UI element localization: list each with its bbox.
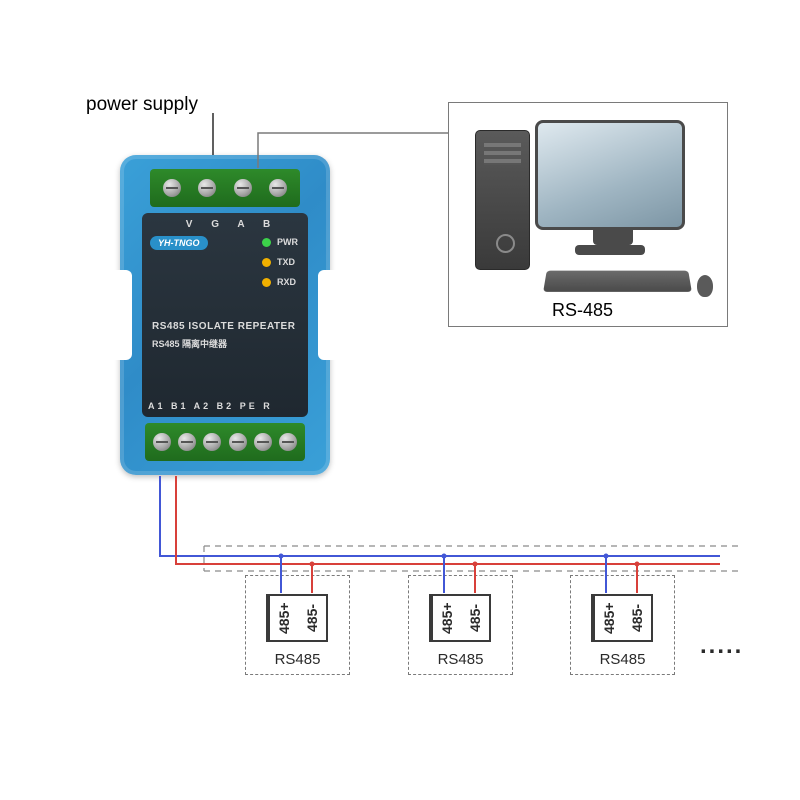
keyboard-icon <box>543 271 692 292</box>
module-subtitle: RS485 隔离中继器 <box>152 337 227 350</box>
power-supply-label: power supply <box>86 94 198 116</box>
top-pin-labels: V G A B <box>164 219 300 230</box>
node-label: RS485 <box>571 651 674 668</box>
led-label: TXD <box>277 257 295 267</box>
rs485-node: 485+ 485- RS485 <box>570 575 675 675</box>
node-terminals: 485+ 485- <box>591 594 653 642</box>
node-minus: 485- <box>623 596 651 640</box>
screw-icon <box>254 433 272 451</box>
rs485-node: 485+ 485- RS485 <box>245 575 350 675</box>
computer-label: RS-485 <box>552 300 613 321</box>
screw-icon <box>229 433 247 451</box>
repeater-module: V G A B YH-TNGO PWR TXD RXD RS485 ISOLAT… <box>120 155 330 475</box>
led-group: PWR TXD RXD <box>262 237 298 287</box>
mouse-icon <box>697 275 713 297</box>
screw-icon <box>279 433 297 451</box>
node-terminals: 485+ 485- <box>266 594 328 642</box>
node-plus: 485+ <box>431 596 461 640</box>
screw-icon <box>234 179 252 197</box>
top-terminal-block <box>150 169 300 207</box>
led-label: PWR <box>277 237 298 247</box>
node-label: RS485 <box>246 651 349 668</box>
screw-icon <box>163 179 181 197</box>
led-dot-icon <box>262 278 271 287</box>
screw-icon <box>178 433 196 451</box>
led-label: RXD <box>277 277 296 287</box>
monitor-icon <box>535 120 685 230</box>
node-minus: 485- <box>461 596 489 640</box>
module-face: V G A B YH-TNGO PWR TXD RXD RS485 ISOLAT… <box>142 213 308 417</box>
led-txd: TXD <box>262 257 298 267</box>
screw-icon <box>269 179 287 197</box>
node-minus: 485- <box>298 596 326 640</box>
led-dot-icon <box>262 238 271 247</box>
led-pwr: PWR <box>262 237 298 247</box>
bottom-pin-labels: A1 B1 A2 B2 PE R <box>148 401 273 411</box>
led-dot-icon <box>262 258 271 267</box>
node-label: RS485 <box>409 651 512 668</box>
node-terminals: 485+ 485- <box>429 594 491 642</box>
module-title: RS485 ISOLATE REPEATER <box>152 321 295 332</box>
bottom-terminal-block <box>145 423 305 461</box>
ellipsis: ..... <box>700 632 743 660</box>
node-plus: 485+ <box>593 596 623 640</box>
brand-badge: YH-TNGO <box>150 236 208 250</box>
screw-icon <box>153 433 171 451</box>
screw-icon <box>198 179 216 197</box>
rs485-node: 485+ 485- RS485 <box>408 575 513 675</box>
led-rxd: RXD <box>262 277 298 287</box>
screw-icon <box>203 433 221 451</box>
computer-icon <box>475 120 705 320</box>
tower-icon <box>475 130 530 270</box>
node-plus: 485+ <box>268 596 298 640</box>
